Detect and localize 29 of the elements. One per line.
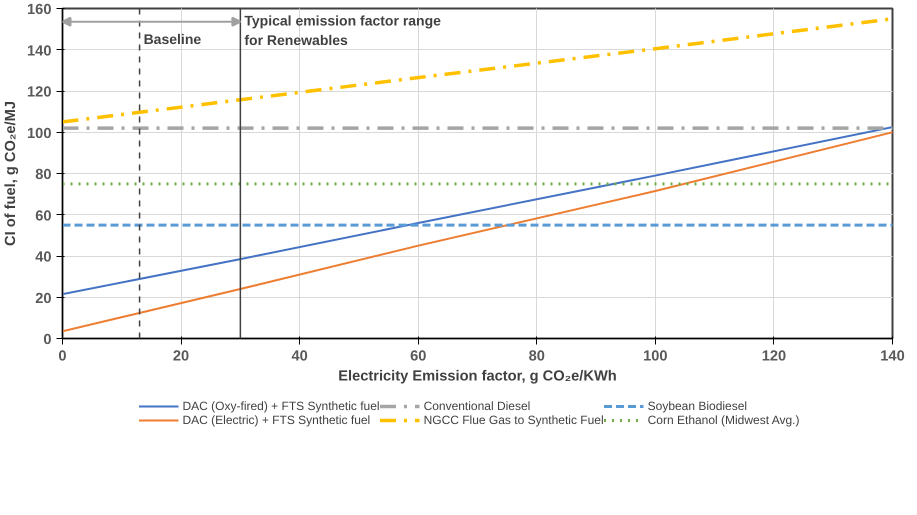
y-tick-label: 100	[27, 126, 52, 142]
x-tick-label: 40	[291, 348, 308, 364]
y-tick-label: 0	[43, 332, 52, 348]
x-tick-label: 20	[172, 348, 190, 364]
legend-label: Soybean Biodiesel	[648, 399, 748, 413]
line-series	[62, 126, 892, 296]
x-axis-title: Electricity Emission factor, g CO₂e/KWh	[338, 368, 617, 384]
ref-line-label: Typical emission factor range for Renewables	[244, 12, 442, 48]
x-tick-label: 60	[410, 348, 426, 364]
x-tick-label: 0	[58, 348, 67, 364]
y-tick-label: 20	[35, 290, 52, 307]
ref-line-label: Baseline	[144, 31, 202, 48]
x-tick-label: 100	[643, 348, 668, 364]
legend-label: Conventional Diesel	[424, 399, 530, 413]
legend-label: DAC (Electric) + FTS Synthetic fuel	[182, 413, 370, 427]
line-series	[62, 131, 892, 332]
y-tick-label: 60	[35, 208, 52, 224]
y-axis-title: CI of fuel, g CO₂e/MJ	[3, 101, 20, 246]
legend-label: NGCC Flue Gas to Synthetic Fuel	[424, 413, 604, 427]
y-tick-label: 40	[35, 250, 52, 266]
x-tick-label: 140	[880, 348, 905, 364]
y-tick-label: 80	[35, 167, 52, 183]
y-tick-label: 120	[27, 84, 52, 100]
x-tick-label: 120	[762, 348, 786, 364]
x-tick-label: 80	[528, 348, 545, 364]
y-tick-label: 140	[27, 43, 52, 60]
legend-label: DAC (Oxy-fired) + FTS Synthetic fuel	[182, 399, 380, 413]
legend-label: Corn Ethanol (Midwest Avg.)	[648, 413, 800, 427]
y-tick-label: 160	[27, 2, 52, 18]
